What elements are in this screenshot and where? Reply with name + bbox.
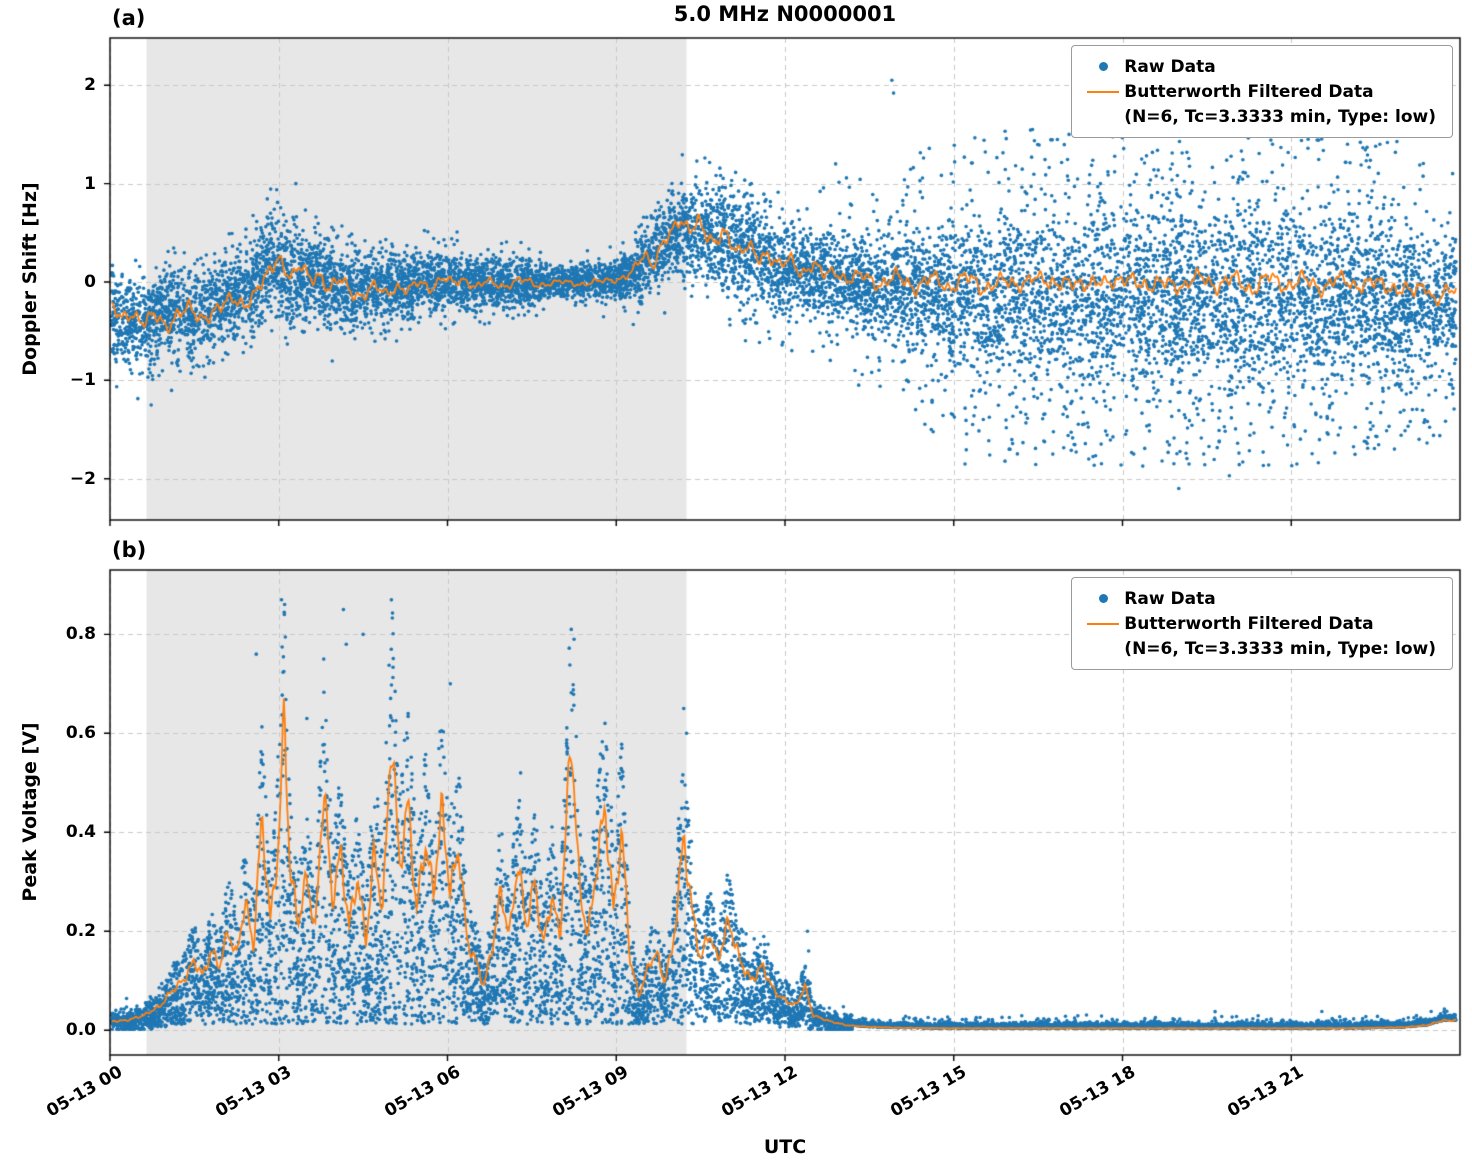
y-tick-label: 1 (84, 173, 96, 194)
y-tick-label: −1 (69, 370, 96, 391)
filtered-line-icon (1082, 622, 1124, 625)
raw-data-dot-icon (1082, 594, 1124, 603)
legend-raw-label: Raw Data (1124, 588, 1216, 609)
legend-row-filtered-params: (N=6, Tc=3.3333 min, Type: low) (1082, 104, 1436, 129)
legend-panel-b: Raw Data Butterworth Filtered Data (N=6,… (1071, 577, 1453, 670)
panel-a-label: (a) (112, 6, 146, 30)
legend-row-raw: Raw Data (1082, 586, 1436, 611)
legend-filtered-label: Butterworth Filtered Data (1124, 81, 1374, 102)
chart-title: 5.0 MHz N0000001 (673, 2, 897, 26)
raw-data-dot-icon (1082, 62, 1124, 71)
legend-row-filtered: Butterworth Filtered Data (1082, 79, 1436, 104)
legend-panel-a: Raw Data Butterworth Filtered Data (N=6,… (1071, 45, 1453, 138)
y-tick-label: 0.0 (65, 1020, 96, 1041)
y-tick-label: 0.2 (65, 921, 96, 942)
y-tick-label: 0 (84, 271, 96, 292)
panel-b-label: (b) (112, 538, 147, 562)
y-tick-label: 0.6 (65, 723, 96, 744)
legend-filtered-sublabel: (N=6, Tc=3.3333 min, Type: low) (1124, 638, 1436, 659)
y-axis-label-voltage: Peak Voltage [V] (19, 722, 41, 902)
legend-row-filtered: Butterworth Filtered Data (1082, 611, 1436, 636)
y-tick-label: −2 (69, 468, 96, 489)
legend-row-filtered-params: (N=6, Tc=3.3333 min, Type: low) (1082, 636, 1436, 661)
legend-raw-label: Raw Data (1124, 56, 1216, 77)
legend-filtered-sublabel: (N=6, Tc=3.3333 min, Type: low) (1124, 106, 1436, 127)
y-tick-label: 0.8 (65, 624, 96, 645)
y-tick-label: 2 (84, 75, 96, 96)
filtered-line-icon (1082, 90, 1124, 93)
legend-filtered-label: Butterworth Filtered Data (1124, 613, 1374, 634)
legend-row-raw: Raw Data (1082, 54, 1436, 79)
x-axis-label: UTC (763, 1136, 807, 1158)
y-tick-label: 0.4 (65, 822, 96, 843)
